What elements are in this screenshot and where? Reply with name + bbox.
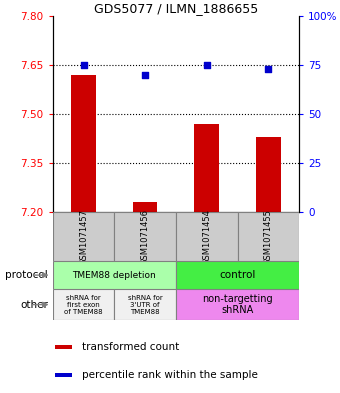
Point	[81, 62, 86, 68]
Point	[204, 62, 209, 68]
Bar	[176, 289, 299, 320]
Text: GSM1071454: GSM1071454	[202, 209, 211, 265]
Text: transformed count: transformed count	[82, 342, 180, 352]
Bar	[71, 75, 96, 212]
Bar	[55, 373, 72, 377]
Text: other: other	[20, 299, 48, 310]
Text: protocol: protocol	[5, 270, 48, 280]
Bar	[176, 261, 299, 289]
Bar	[53, 261, 176, 289]
Bar	[55, 345, 72, 349]
Bar	[133, 202, 157, 212]
Bar	[53, 289, 114, 320]
Point	[142, 72, 148, 78]
Text: percentile rank within the sample: percentile rank within the sample	[82, 370, 258, 380]
Text: shRNA for
first exon
of TMEM88: shRNA for first exon of TMEM88	[64, 295, 103, 314]
Text: GSM1071457: GSM1071457	[79, 209, 88, 265]
Bar	[53, 212, 114, 261]
Text: non-targetting
shRNA: non-targetting shRNA	[202, 294, 273, 315]
Point	[266, 66, 271, 72]
Bar	[176, 212, 238, 261]
Bar	[114, 212, 176, 261]
Bar	[238, 212, 299, 261]
Title: GDS5077 / ILMN_1886655: GDS5077 / ILMN_1886655	[94, 2, 258, 15]
Bar	[114, 289, 176, 320]
Bar	[194, 124, 219, 212]
Text: GSM1071456: GSM1071456	[141, 209, 150, 265]
Text: control: control	[219, 270, 256, 280]
Text: shRNA for
3'UTR of
TMEM88: shRNA for 3'UTR of TMEM88	[128, 295, 163, 314]
Text: TMEM88 depletion: TMEM88 depletion	[72, 271, 156, 279]
Text: GSM1071455: GSM1071455	[264, 209, 273, 265]
Bar	[256, 137, 281, 212]
